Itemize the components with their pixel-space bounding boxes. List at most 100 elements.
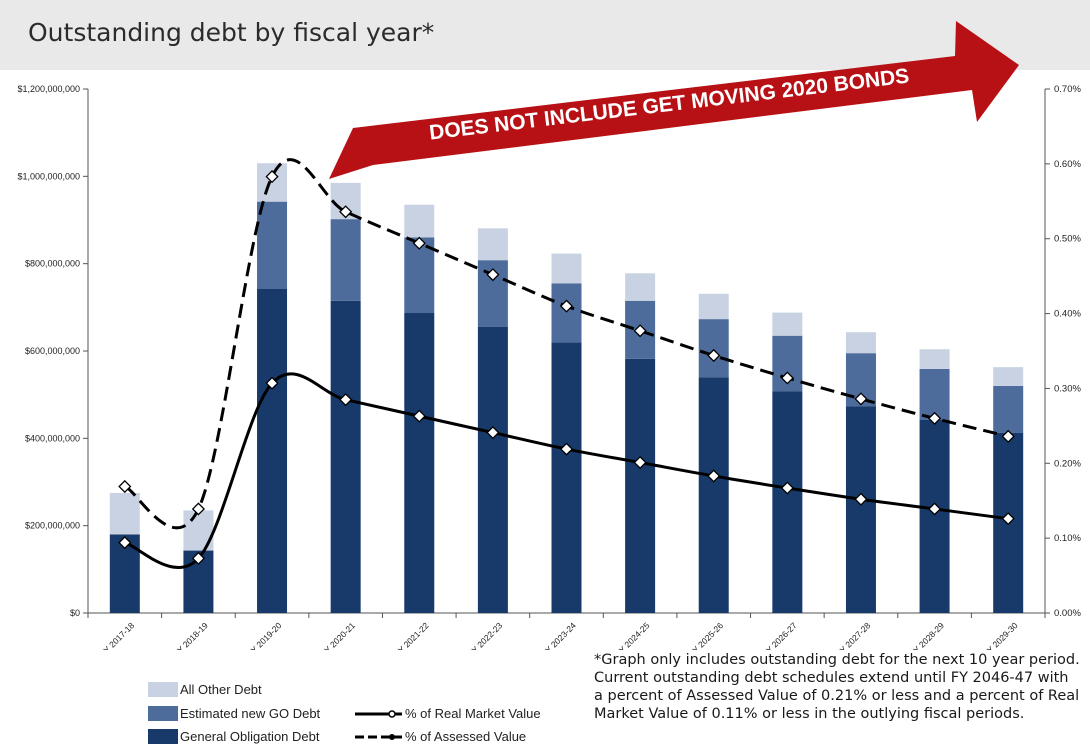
footnote: *Graph only includes outstanding debt fo… — [594, 651, 1089, 723]
assessed-value-marker — [707, 348, 721, 363]
bar — [845, 406, 876, 613]
x-tick-label: FY 2026-27 — [760, 620, 799, 650]
debt-chart: $0 $200,000,000 $400,000,000 $600,000,000 $8… — [17, 21, 1081, 650]
assessed-value-marker — [265, 170, 279, 184]
bar — [698, 377, 729, 613]
x-tick-label: FY 2024-25 — [613, 620, 652, 650]
legend-swatch-general-obligation — [148, 729, 178, 744]
y-right-tick-label: 0.50% — [1054, 234, 1081, 245]
bar — [404, 204, 435, 238]
real-market-value-marker — [780, 481, 794, 495]
bar — [625, 358, 656, 613]
y-right-tick-label: 0.60% — [1054, 159, 1081, 170]
y-left-tick-label: $600,000,000 — [25, 346, 80, 356]
legend-label-real-market: % of Real Market Value — [405, 706, 541, 721]
y-right-tick-label: 0.00% — [1054, 608, 1081, 619]
footnote-line: *Graph only includes outstanding debt fo… — [594, 652, 1080, 668]
real-market-value-marker — [118, 536, 132, 550]
assessed-value-marker — [633, 324, 647, 338]
y-right-tick-label: 0.40% — [1054, 309, 1081, 320]
bar — [477, 228, 508, 261]
assessed-value-marker — [1001, 429, 1015, 443]
x-tick-label: FY 2018-19 — [171, 620, 210, 650]
bar — [404, 313, 435, 613]
x-tick-label: FY 2027-28 — [834, 620, 873, 650]
bar — [625, 273, 656, 301]
real-market-value-marker — [265, 376, 279, 390]
assessed-value-marker — [559, 299, 574, 313]
y-left-tick-label: $200,000,000 — [25, 521, 80, 531]
real-market-value-marker — [707, 469, 721, 483]
x-tick-label: FY 2019-20 — [245, 620, 284, 650]
bar — [477, 326, 508, 613]
bar — [772, 391, 803, 613]
real-market-value-marker — [559, 442, 574, 456]
bar — [772, 312, 803, 336]
x-tick-label: FY 2020-21 — [319, 620, 358, 650]
assessed-value-marker — [339, 205, 353, 219]
y-left-tick-label: $0 — [70, 608, 80, 618]
bar — [551, 253, 582, 284]
x-tick-label: FY 2029-30 — [981, 620, 1020, 650]
assessed-value-line — [124, 158, 1009, 530]
assessed-value-marker — [854, 392, 868, 406]
y-right-tick-label: 0.20% — [1054, 458, 1081, 469]
bar — [993, 385, 1024, 433]
y-right-tick-label: 0.30% — [1054, 383, 1081, 394]
bar — [551, 342, 582, 613]
real-market-value-marker — [854, 492, 868, 506]
title-band: Outstanding debt by fiscal year* — [0, 0, 1090, 70]
bar — [109, 492, 140, 535]
bar — [698, 319, 729, 378]
bar — [257, 288, 288, 613]
x-tick-label: FY 2023-24 — [540, 620, 579, 650]
banner-arrow-shape — [329, 21, 1019, 179]
x-tick-label: FY 2017-18 — [98, 620, 137, 650]
bar — [698, 293, 729, 320]
bar — [551, 283, 582, 343]
legend-label-general-obligation: General Obligation Debt — [180, 729, 320, 744]
bar — [919, 349, 950, 369]
assessed-value-marker — [191, 502, 205, 516]
assessed-value-marker — [486, 268, 500, 282]
legend-label-all-other: All Other Debt — [180, 682, 262, 697]
bar — [845, 332, 876, 354]
line-series — [118, 158, 1015, 569]
chart-axes: $0 $200,000,000 $400,000,000 $600,000,000 $8… — [17, 84, 1081, 650]
real-market-value-marker — [191, 551, 205, 565]
y-left-tick-label: $800,000,000 — [25, 259, 80, 269]
footnote-line: Market Value of 0.11% or less in the out… — [594, 706, 1025, 722]
legend-line-assessed — [355, 734, 402, 740]
legend-label-assessed: % of Assessed Value — [405, 729, 527, 744]
bar — [404, 237, 435, 314]
assessed-value-marker — [412, 236, 426, 250]
x-tick-label: FY 2028-29 — [908, 620, 947, 650]
y-left-tick-label: $1,000,000,000 — [17, 171, 80, 181]
legend-line-real-market — [355, 710, 402, 718]
x-tick-label: FY 2021-22 — [392, 620, 431, 650]
footnote-line: a percent of Assessed Value of 0.21% or … — [594, 688, 1080, 704]
assessed-value-marker — [118, 479, 132, 494]
legend-swatch-estimated-go — [148, 706, 178, 721]
legend-swatch-all-other — [148, 682, 178, 697]
real-market-value-marker — [412, 409, 426, 423]
y-left-tick-label: $1,200,000,000 — [17, 84, 80, 94]
bar — [919, 419, 950, 613]
footnote-line: Current outstanding debt schedules exten… — [594, 670, 1069, 686]
y-right-tick-label: 0.10% — [1054, 533, 1081, 544]
bar — [330, 219, 361, 301]
assessed-value-marker — [928, 411, 942, 425]
x-tick-label: FY 2025-26 — [687, 620, 726, 650]
assessed-value-marker — [780, 371, 794, 385]
real-market-value-marker — [486, 426, 500, 440]
bar — [919, 368, 950, 420]
page-title: Outstanding debt by fiscal year* — [28, 18, 435, 47]
real-market-value-marker — [928, 502, 942, 516]
bar — [330, 300, 361, 613]
bar — [257, 201, 288, 289]
x-tick-label: FY 2022-23 — [466, 620, 505, 650]
real-market-value-marker — [339, 393, 353, 407]
y-right-tick-label: 0.70% — [1054, 84, 1081, 95]
banner-arrow: DOES NOT INCLUDE GET MOVING 2020 BONDS — [329, 21, 1019, 179]
legend-label-estimated-go: Estimated new GO Debt — [180, 706, 321, 721]
